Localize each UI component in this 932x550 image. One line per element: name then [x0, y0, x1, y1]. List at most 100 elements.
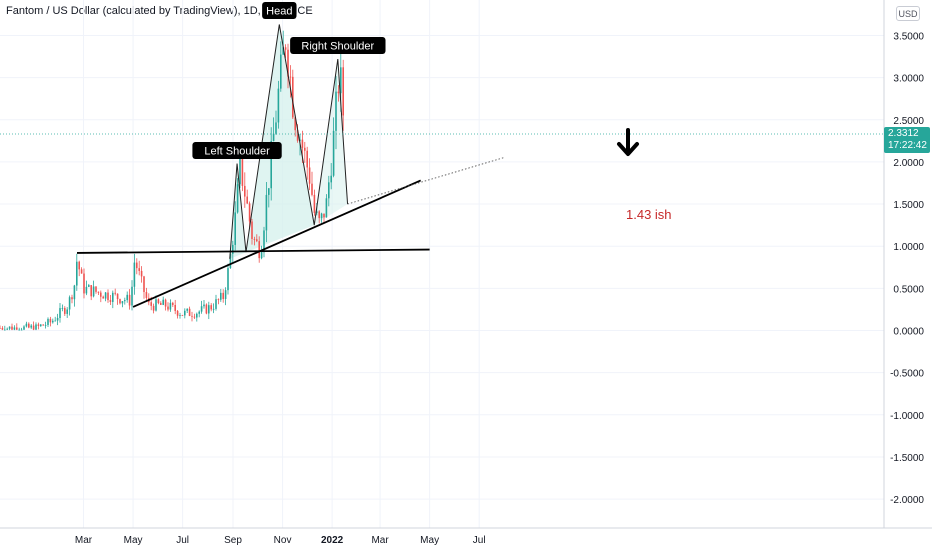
candle-body — [296, 130, 299, 141]
candle-body — [88, 285, 90, 287]
candle-body — [332, 130, 335, 176]
candle-body — [268, 188, 270, 195]
neckline-trendline — [132, 179, 422, 308]
candle-body — [174, 304, 176, 311]
candle-body — [126, 294, 128, 301]
candle-body — [30, 325, 32, 328]
x-tick-label: Mar — [371, 535, 389, 546]
candle-body — [224, 290, 227, 299]
candle-body — [35, 324, 37, 330]
candle-body — [66, 309, 68, 314]
candle-body — [104, 292, 107, 299]
candle-body — [181, 315, 184, 316]
candle-body — [330, 175, 332, 183]
candle-body — [186, 308, 188, 311]
candle-body — [299, 139, 301, 141]
candle-body — [42, 324, 44, 326]
candle-body — [316, 211, 318, 213]
candle-body — [292, 76, 294, 118]
candle-body — [169, 302, 172, 310]
candle-body — [164, 299, 167, 307]
candle-body — [313, 194, 316, 213]
candle-body — [232, 244, 234, 254]
x-tick-label: Mar — [75, 535, 93, 546]
head-shoulders-outline — [229, 24, 349, 259]
candle-body — [162, 299, 164, 305]
candle-body — [229, 253, 232, 269]
candle-body — [241, 157, 244, 186]
candle-body — [116, 293, 119, 300]
candle-body — [320, 213, 323, 219]
x-tick-label: May — [420, 535, 439, 546]
candle-body — [236, 184, 239, 213]
candle-body — [1, 328, 4, 330]
horizontal-support-line — [76, 248, 430, 254]
candle-body — [208, 305, 210, 314]
candle-body — [289, 76, 292, 78]
down-arrow-icon-head — [617, 142, 639, 156]
bar-countdown: 17:22:42 — [888, 140, 927, 151]
candle-body — [73, 285, 76, 300]
candle-body — [277, 88, 280, 123]
currency-badge[interactable]: USD — [896, 6, 920, 21]
x-tick-label: May — [124, 535, 143, 546]
candle-body — [11, 326, 13, 330]
target-label: 1.43 ish — [626, 207, 672, 222]
y-tick-label: 1.5000 — [893, 200, 924, 211]
candle-body — [140, 270, 143, 277]
candle-body — [83, 273, 85, 294]
candle-body — [282, 47, 284, 55]
candle-body — [18, 329, 20, 331]
candle-body — [256, 239, 258, 242]
candle-body — [172, 302, 174, 305]
candle-body — [114, 292, 116, 294]
candle-body — [239, 157, 241, 185]
line-layer — [0, 24, 884, 308]
x-tick-label: Jul — [176, 535, 189, 546]
candle-body — [100, 292, 102, 297]
y-tick-label: -0.5000 — [890, 369, 924, 380]
candle-body — [258, 241, 260, 259]
candle-body — [260, 252, 263, 259]
candle-body — [179, 315, 181, 316]
candle-body — [227, 268, 229, 291]
candle-body — [308, 167, 311, 184]
candle-body — [152, 305, 155, 311]
candle-body — [128, 294, 131, 306]
candle-body — [155, 299, 157, 311]
x-tick-label: Jul — [473, 535, 486, 546]
candle-body — [272, 133, 275, 142]
candle-body — [28, 323, 30, 328]
candle-body — [306, 150, 308, 168]
candle-body — [248, 203, 251, 222]
candle-body — [76, 261, 78, 286]
candle-body — [184, 310, 186, 316]
candle-body — [323, 213, 325, 218]
candle-body — [265, 194, 268, 231]
candle-body — [340, 67, 342, 94]
candle-body — [8, 326, 11, 329]
chart-title: Fantom / US Dollar (calculated by Tradin… — [6, 5, 313, 17]
y-tick-label: 1.0000 — [893, 242, 924, 253]
candle-body — [193, 316, 196, 318]
candle-body — [71, 297, 73, 300]
head-label-bg — [262, 2, 297, 19]
candle-body — [124, 300, 126, 302]
candle-body — [6, 328, 8, 330]
candle-body — [342, 67, 344, 116]
candle-body — [176, 310, 179, 316]
down-arrow-icon — [617, 128, 639, 156]
candle-body — [136, 262, 138, 269]
candle-body — [275, 122, 277, 134]
x-tick-label: 2022 — [321, 535, 344, 546]
candle-body — [20, 329, 23, 331]
head-label: Head — [262, 2, 297, 19]
candle-body — [244, 185, 246, 197]
candle-body — [150, 302, 152, 306]
right-shoulder-label: Right Shoulder — [290, 37, 386, 54]
head-label-text: Head — [266, 6, 292, 18]
candle-body — [191, 315, 193, 317]
left-shoulder-label-text: Left Shoulder — [204, 146, 270, 158]
candle-body — [37, 324, 40, 326]
